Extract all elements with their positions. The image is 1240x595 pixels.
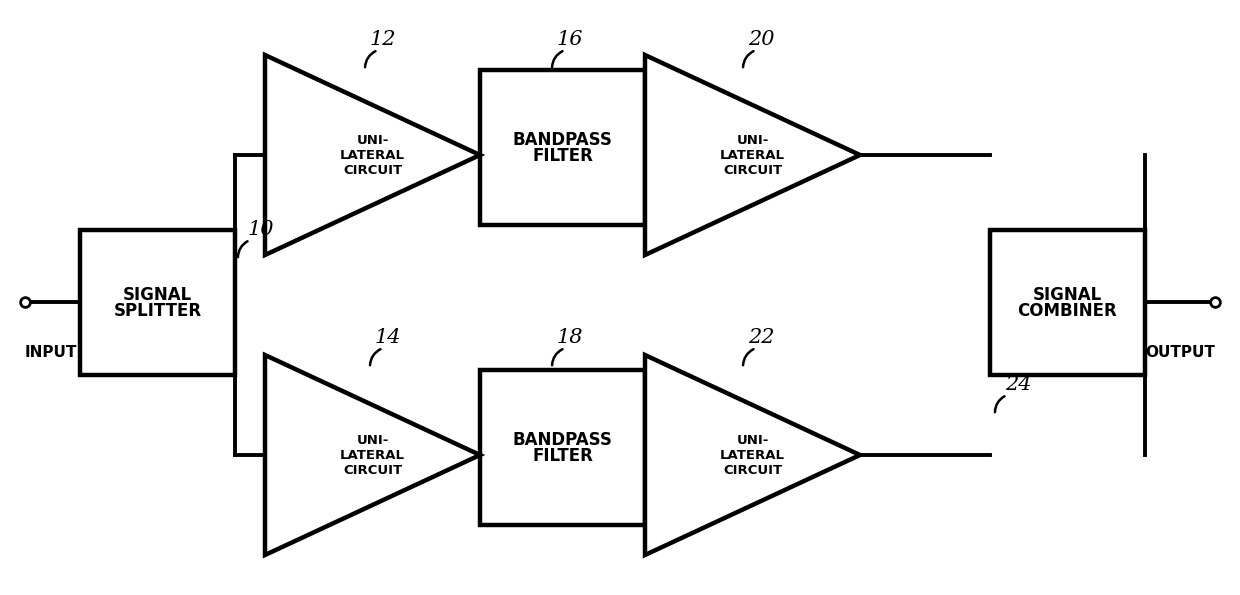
Text: 10: 10 <box>248 220 274 239</box>
Text: 16: 16 <box>557 30 584 49</box>
Text: 18: 18 <box>557 328 584 347</box>
Text: BANDPASS: BANDPASS <box>512 431 613 449</box>
Text: SPLITTER: SPLITTER <box>113 302 202 320</box>
Text: LATERAL: LATERAL <box>720 449 785 462</box>
Text: CIRCUIT: CIRCUIT <box>723 164 782 177</box>
Text: UNI-: UNI- <box>356 434 388 446</box>
Bar <box>480 70 645 225</box>
Text: BANDPASS: BANDPASS <box>512 130 613 149</box>
Text: 14: 14 <box>374 328 402 347</box>
Polygon shape <box>645 55 861 255</box>
Bar <box>990 230 1145 375</box>
Text: CIRCUIT: CIRCUIT <box>343 464 402 477</box>
Text: 22: 22 <box>748 328 775 347</box>
Text: LATERAL: LATERAL <box>340 449 405 462</box>
Text: 12: 12 <box>370 30 397 49</box>
Text: LATERAL: LATERAL <box>340 149 405 161</box>
Text: SIGNAL: SIGNAL <box>123 286 192 303</box>
Text: SIGNAL: SIGNAL <box>1033 286 1102 303</box>
Text: UNI-: UNI- <box>737 434 769 446</box>
Text: FILTER: FILTER <box>532 446 593 465</box>
Text: LATERAL: LATERAL <box>720 149 785 161</box>
Polygon shape <box>265 355 480 555</box>
Text: 24: 24 <box>1004 375 1032 394</box>
Text: INPUT: INPUT <box>25 345 77 360</box>
Text: FILTER: FILTER <box>532 146 593 164</box>
Text: UNI-: UNI- <box>737 133 769 146</box>
Bar <box>480 370 645 525</box>
Bar <box>81 230 236 375</box>
Text: 20: 20 <box>748 30 775 49</box>
Text: OUTPUT: OUTPUT <box>1145 345 1215 360</box>
Text: COMBINER: COMBINER <box>1018 302 1117 320</box>
Polygon shape <box>645 355 861 555</box>
Text: CIRCUIT: CIRCUIT <box>723 464 782 477</box>
Text: UNI-: UNI- <box>356 133 388 146</box>
Text: CIRCUIT: CIRCUIT <box>343 164 402 177</box>
Polygon shape <box>265 55 480 255</box>
